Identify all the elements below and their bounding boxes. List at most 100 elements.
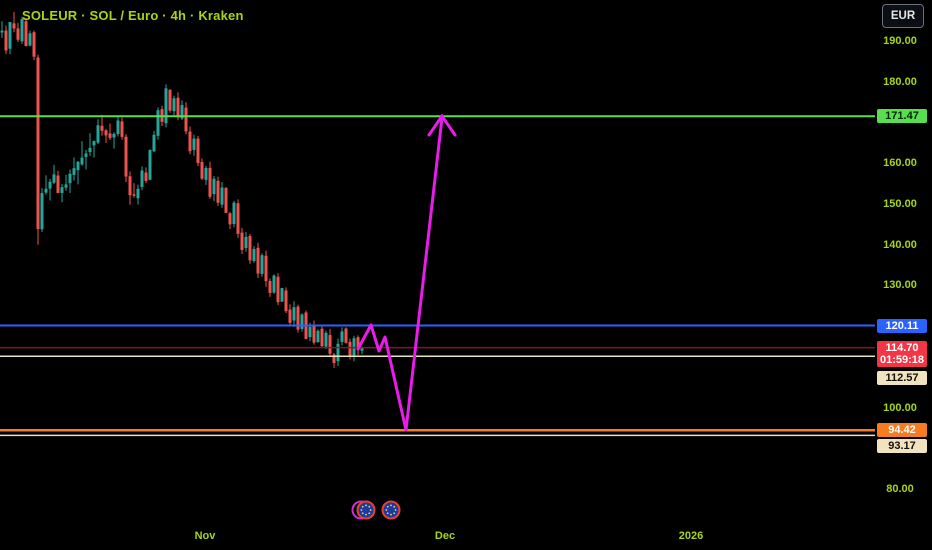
star-dot-icon xyxy=(393,505,396,508)
candle-body xyxy=(232,202,236,225)
price-tick-130.00: 130.00 xyxy=(883,279,917,292)
projection-arrowhead[interactable] xyxy=(427,113,457,137)
star-dot-icon xyxy=(393,512,396,515)
eu-flag-event-icon[interactable] xyxy=(381,500,401,520)
candle-body xyxy=(200,162,204,179)
candle-body xyxy=(84,153,88,157)
candle-body xyxy=(268,280,272,293)
price-tick-100.00: 100.00 xyxy=(883,401,917,414)
eu-flag-event-icon[interactable] xyxy=(351,500,376,520)
star-dot-icon xyxy=(369,509,372,511)
star-dot-icon xyxy=(386,505,389,508)
candle-body xyxy=(284,290,288,312)
star-dot-icon xyxy=(394,509,397,511)
candle-body xyxy=(4,30,8,51)
candle-body xyxy=(276,276,280,303)
price-badge-level-93[interactable]: 93.17 xyxy=(877,439,927,453)
candle-body xyxy=(124,136,128,177)
star-dot-icon xyxy=(365,504,367,507)
price-badge-value: 93.17 xyxy=(888,440,916,452)
star-dot-icon xyxy=(368,505,371,508)
candle-body xyxy=(128,176,132,196)
price-tick-190.00: 190.00 xyxy=(883,34,917,47)
candle-body xyxy=(256,247,260,274)
candle-body xyxy=(328,335,332,354)
candle-body xyxy=(120,121,124,137)
candle-body xyxy=(292,307,296,321)
price-badge-level-120[interactable]: 120.11 xyxy=(877,319,927,333)
price-badge-level-171[interactable]: 171.47 xyxy=(877,109,927,123)
candle-body xyxy=(312,325,316,343)
candle-body xyxy=(148,149,152,180)
price-tick-80.00: 80.00 xyxy=(886,483,914,495)
candle-body xyxy=(144,172,148,181)
star-dot-icon xyxy=(385,509,388,511)
candle-body xyxy=(264,255,268,282)
candle-body xyxy=(76,161,80,171)
candle-body xyxy=(104,130,108,136)
candle-body xyxy=(244,236,248,249)
candle-body xyxy=(340,331,344,342)
eu-flag-disc-icon xyxy=(381,500,401,520)
price-badge-value: 112.57 xyxy=(885,372,919,384)
price-badge-level-112[interactable]: 112.57 xyxy=(877,371,927,385)
candle-body xyxy=(168,89,172,111)
candle-body xyxy=(40,193,44,230)
candle-body xyxy=(360,347,364,351)
candle-body xyxy=(112,133,116,138)
candle-body xyxy=(176,97,180,118)
candle-body xyxy=(132,194,136,196)
star-dot-icon xyxy=(368,512,371,515)
price-tick-160.00: 160.00 xyxy=(883,157,917,169)
price-badge-value: 94.42 xyxy=(888,424,916,436)
candle-body xyxy=(296,306,300,330)
candle-body xyxy=(188,131,192,152)
candle-body xyxy=(156,110,160,136)
candle-body xyxy=(164,88,168,124)
candle-body xyxy=(180,104,184,119)
candle-body xyxy=(252,248,256,262)
symbol-legend[interactable]: SOLEUR · SOL / Euro · 4h · Kraken xyxy=(22,8,244,23)
price-tick-180.00: 180.00 xyxy=(883,75,917,88)
price-badge-value: 120.11 xyxy=(885,320,919,332)
candle-body xyxy=(20,19,24,42)
price-badge-last-price[interactable]: 114.70 01:59:18 xyxy=(877,341,927,367)
candle-body xyxy=(332,354,336,363)
eu-flag-disc-icon xyxy=(356,500,376,520)
candle-body xyxy=(336,343,340,362)
price-badge-level-94[interactable]: 94.42 xyxy=(877,423,927,437)
candle-body xyxy=(204,167,208,180)
star-dot-icon xyxy=(361,512,364,515)
candle-body xyxy=(216,180,220,203)
time-tick-Nov: Nov xyxy=(194,530,216,542)
projection-arrow-line[interactable] xyxy=(356,116,444,432)
candle-body xyxy=(100,125,104,131)
candle-body xyxy=(0,30,4,33)
candle-body xyxy=(316,330,320,343)
candle-body xyxy=(280,288,284,302)
candle-body xyxy=(64,184,68,188)
candle-body xyxy=(32,32,36,57)
candle-body xyxy=(96,125,100,143)
candle-body xyxy=(212,178,216,195)
candle-body xyxy=(356,337,360,351)
time-tick-Dec: Dec xyxy=(434,530,456,542)
candle-body xyxy=(108,133,112,138)
candle-body xyxy=(60,187,64,194)
candle-body xyxy=(248,236,252,261)
candle-body xyxy=(72,168,76,175)
candle-body xyxy=(88,147,92,153)
candle-body xyxy=(8,22,12,49)
currency-button[interactable]: EUR xyxy=(882,4,924,28)
candle-body xyxy=(36,57,40,230)
candle-body xyxy=(260,255,264,274)
candle-body xyxy=(236,203,240,234)
candles xyxy=(0,12,364,368)
candle-body xyxy=(348,341,352,356)
candle-body xyxy=(272,275,276,293)
star-dot-icon xyxy=(390,504,392,507)
candle-body xyxy=(288,309,292,323)
star-dot-icon xyxy=(365,513,367,516)
candle-body xyxy=(228,213,232,225)
